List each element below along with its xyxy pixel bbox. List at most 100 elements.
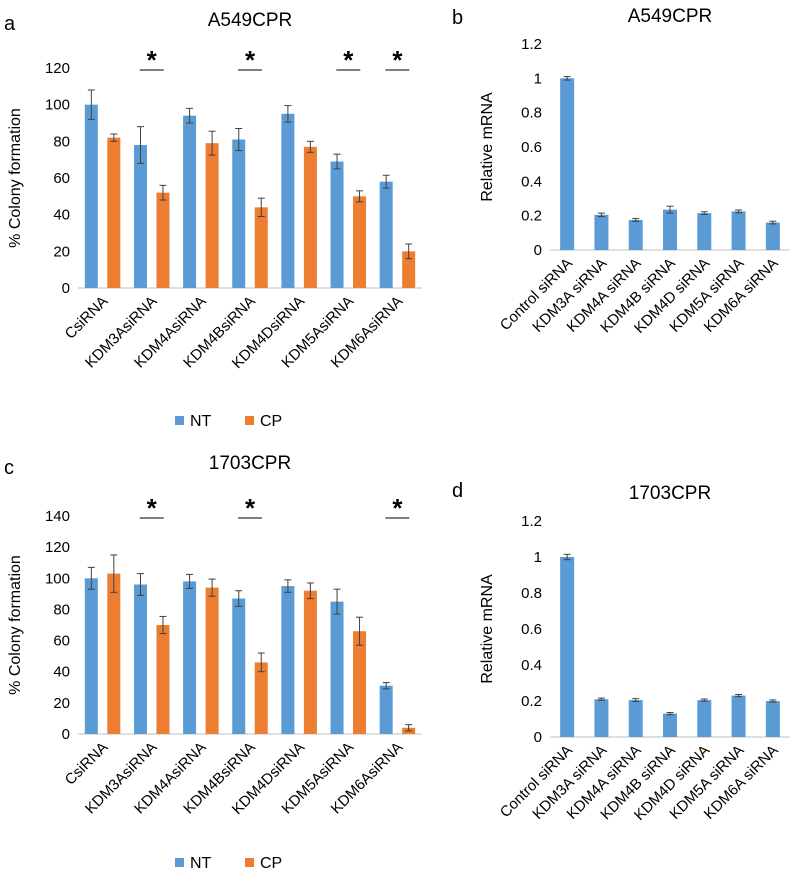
bar-cp (156, 625, 170, 734)
bar-nt (183, 581, 197, 734)
y-tick-label: 0 (62, 726, 70, 743)
bar-relative-mrna (765, 701, 780, 737)
significance-star: * (147, 493, 158, 523)
legend-label-nt: NT (190, 855, 212, 872)
bar-cp (254, 662, 268, 734)
bar-nt (379, 181, 393, 288)
y-tick-label: 40 (53, 664, 70, 681)
y-tick-label: 120 (45, 539, 70, 556)
legend-label-nt: NT (190, 413, 212, 430)
significance-star: * (392, 493, 403, 523)
bar-relative-mrna (594, 699, 609, 737)
bar-cp (402, 251, 416, 288)
panel-letter: a (4, 13, 16, 35)
y-tick-label: 1 (534, 549, 542, 566)
bar-relative-mrna (560, 78, 575, 250)
panel-letter: d (452, 480, 463, 502)
chart-a: a A549CPR 0 20 40 60 80 100 120 % Colony formatio… (4, 10, 422, 430)
bar-nt (84, 578, 98, 734)
y-axis-title: % Colony formation (7, 555, 24, 695)
bar-cp (254, 207, 268, 288)
bar-relative-mrna (663, 713, 677, 737)
chart-title: 1703CPR (629, 483, 711, 504)
bar-nt (281, 113, 295, 288)
y-axis-title: Relative mRNA (479, 92, 496, 202)
panel-d: d 1703CPR 0 0.2 0.4 0.6 0.8 1 1.2 Relative mRNA Co… (440, 441, 800, 882)
y-tick-label: 20 (53, 243, 70, 260)
bar-cp (205, 143, 219, 288)
bar-cp (205, 587, 219, 734)
x-tick-label: CsiRNA (62, 293, 112, 343)
y-tick-label: 0.2 (521, 693, 542, 710)
bar-nt (281, 586, 295, 734)
significance-star: * (343, 45, 354, 75)
bar-nt (84, 104, 98, 289)
panel-letter: b (452, 7, 463, 29)
bar-relative-mrna (731, 211, 746, 250)
bar-nt (330, 161, 344, 288)
significance-star: * (147, 45, 158, 75)
bar-nt (379, 685, 393, 734)
y-tick-label: 140 (45, 508, 70, 525)
bar-cp (303, 590, 317, 734)
y-tick-label: 60 (53, 633, 70, 650)
legend-swatch-nt (175, 858, 184, 867)
bar-cp (107, 137, 121, 288)
significance-star: * (245, 45, 256, 75)
bar-nt (133, 584, 147, 734)
bar-nt (183, 115, 197, 289)
y-axis-title: Relative mRNA (479, 574, 496, 684)
y-tick-label: 0.8 (521, 105, 542, 122)
y-tick-label: 80 (53, 601, 70, 618)
legend-label-cp: CP (260, 855, 282, 872)
y-tick-label: 0 (534, 242, 542, 259)
panel-letter: c (4, 457, 14, 479)
panel-b: b A549CPR 0 0.2 0.4 0.6 0.8 1 1.2 Relative mRNA Co… (440, 0, 800, 441)
y-tick-label: 0.4 (521, 173, 542, 190)
y-tick-label: 1.2 (521, 36, 542, 53)
chart-c: c 1703CPR 0 20 40 60 80 100 120 140 % Colony forma… (4, 453, 422, 872)
bar-relative-mrna (594, 214, 609, 250)
y-tick-label: 0.4 (521, 657, 542, 674)
y-axis-title: % Colony formation (7, 108, 24, 248)
y-tick-label: 20 (53, 695, 70, 712)
bar-nt (330, 601, 344, 734)
legend-swatch-cp (245, 858, 254, 867)
chart-title: 1703CPR (209, 453, 291, 474)
bar-relative-mrna (765, 222, 780, 250)
y-tick-label: 100 (45, 97, 70, 114)
bar-cp (353, 631, 367, 734)
chart-title: A549CPR (208, 10, 293, 31)
bar-cp (353, 196, 367, 288)
legend-swatch-nt (175, 416, 184, 425)
bar-relative-mrna (697, 700, 712, 737)
panel-a: a A549CPR 0 20 40 60 80 100 120 % Colony formatio… (0, 0, 440, 441)
bar-cp (156, 192, 170, 288)
bar-cp (303, 146, 317, 288)
y-tick-label: 100 (45, 570, 70, 587)
y-tick-label: 0.6 (521, 621, 542, 638)
y-tick-label: 40 (53, 207, 70, 224)
y-tick-label: 0 (62, 280, 70, 297)
x-tick-label: CsiRNA (62, 739, 112, 789)
bar-nt (232, 598, 246, 734)
y-tick-label: 0.2 (521, 208, 542, 225)
y-tick-label: 0 (534, 729, 542, 746)
y-tick-label: 1 (534, 70, 542, 87)
legend-label-cp: CP (260, 413, 282, 430)
bar-relative-mrna (628, 700, 643, 737)
y-tick-label: 0.6 (521, 139, 542, 156)
bar-cp (107, 573, 121, 734)
y-tick-label: 80 (53, 133, 70, 150)
legend-swatch-cp (245, 416, 254, 425)
significance-star: * (392, 45, 403, 75)
bar-relative-mrna (697, 213, 712, 250)
bar-relative-mrna (628, 219, 643, 250)
bar-nt (232, 139, 246, 288)
panel-c: c 1703CPR 0 20 40 60 80 100 120 140 % Colony forma… (0, 441, 440, 882)
bar-relative-mrna (663, 209, 677, 250)
bar-relative-mrna (731, 695, 746, 737)
chart-title: A549CPR (628, 6, 713, 27)
y-tick-label: 1.2 (521, 513, 542, 530)
